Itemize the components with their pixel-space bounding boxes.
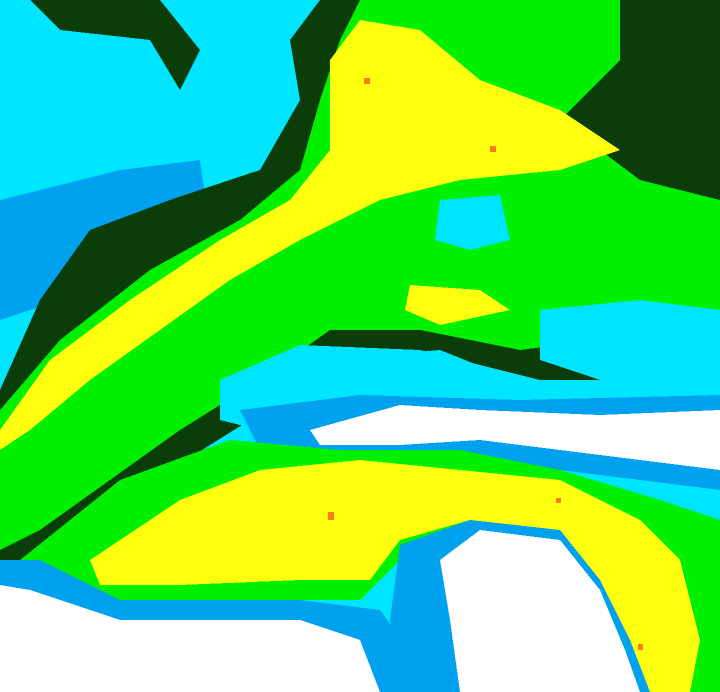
- region-white-bottom-right: [440, 530, 640, 692]
- region-cyan-right: [540, 300, 720, 390]
- region-yellow-mid: [405, 285, 510, 325]
- region-yellow-core: [0, 20, 620, 450]
- region-dark-green-top-left: [0, 0, 200, 90]
- region-cyan-hole: [435, 195, 510, 250]
- hotspot: [638, 644, 643, 650]
- region-white-strip: [310, 405, 720, 470]
- region-white-bottom-left: [0, 585, 380, 692]
- hotspot: [490, 146, 496, 152]
- hotspot: [328, 512, 334, 520]
- hotspot: [556, 498, 561, 503]
- hotspot: [364, 78, 370, 84]
- region-yellow-lower: [90, 460, 700, 692]
